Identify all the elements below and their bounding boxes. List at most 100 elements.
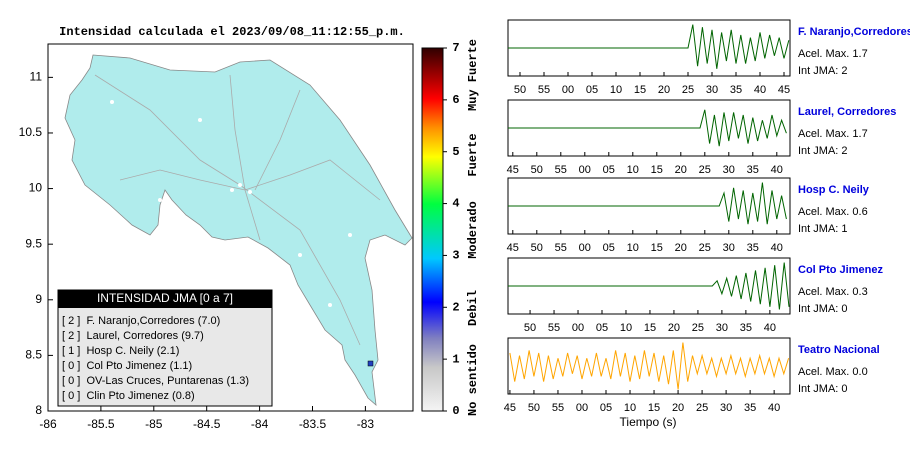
trace-frame <box>507 337 791 395</box>
intensity-class-label: Fuerte <box>466 133 480 176</box>
x-tick-label: 20 <box>672 402 684 414</box>
x-tick-label: 50 <box>524 322 536 334</box>
x-tick-label: 35 <box>747 164 759 176</box>
x-tick-label: 55 <box>555 242 567 254</box>
y-tick-label: 8 <box>35 403 42 417</box>
x-tick-label: 15 <box>651 164 663 176</box>
x-tick-label: 40 <box>771 164 783 176</box>
x-axis-label: Tiempo (s) <box>620 415 677 429</box>
jma-intensity: Int JMA: 2 <box>798 145 848 157</box>
waveform <box>508 109 787 147</box>
colorbar-tick-label: 3 <box>452 249 459 263</box>
legend-title: INTENSIDAD JMA [0 a 7] <box>97 291 233 305</box>
x-tick-label: 25 <box>682 84 694 96</box>
x-tick-label: 45 <box>504 402 516 414</box>
x-tick-label: 35 <box>747 242 759 254</box>
max-acceleration: Acel. Max. 0.3 <box>798 286 868 298</box>
x-tick-label: 35 <box>740 322 752 334</box>
y-tick-label: 9.5 <box>25 236 42 250</box>
x-tick-label: 55 <box>548 322 560 334</box>
x-tick-label: -86 <box>39 417 57 431</box>
x-tick-label: 25 <box>699 164 711 176</box>
legend-entry: [ 2 ] Laurel, Corredores (9.7) <box>62 330 204 342</box>
intensity-class-label: No sentido <box>466 344 480 416</box>
x-tick-label: 05 <box>586 84 598 96</box>
x-tick-label: 00 <box>579 164 591 176</box>
x-tick-label: -85.5 <box>87 417 115 431</box>
intensity-class-label: Moderado <box>466 201 480 259</box>
legend-box <box>57 289 273 407</box>
x-tick-label: 15 <box>648 402 660 414</box>
x-tick-label: 55 <box>552 402 564 414</box>
legend-header <box>58 290 272 308</box>
x-tick-label: 05 <box>600 402 612 414</box>
x-tick-label: 05 <box>596 322 608 334</box>
country-shape <box>64 54 413 406</box>
legend-entry: [ 0 ] Clin Pto Jimenez (0.8) <box>62 390 195 402</box>
legend-entry: [ 2 ] F. Naranjo,Corredores (7.0) <box>62 315 220 327</box>
colorbar-tick-label: 0 <box>452 404 459 418</box>
x-tick-label: 10 <box>610 84 622 96</box>
x-tick-label: 45 <box>507 164 519 176</box>
intensity-class-label: Muy Fuerte <box>466 39 480 111</box>
x-tick-label: 00 <box>579 242 591 254</box>
x-tick-label: 10 <box>627 164 639 176</box>
x-tick-label: 40 <box>764 322 776 334</box>
y-tick-label: 9 <box>35 292 42 306</box>
x-tick-label: 55 <box>555 164 567 176</box>
waveform <box>508 262 790 310</box>
y-tick-label: 10 <box>29 181 43 195</box>
jma-intensity: Int JMA: 0 <box>798 383 848 395</box>
x-tick-label: 20 <box>658 84 670 96</box>
x-tick-label: 55 <box>538 84 550 96</box>
x-tick-label: 20 <box>668 322 680 334</box>
jma-intensity: Int JMA: 0 <box>798 303 848 315</box>
legend-entry: [ 0 ] Col Pto Jimenez (1.1) <box>62 360 192 372</box>
x-tick-label: 45 <box>507 242 519 254</box>
x-tick-label: 30 <box>723 242 735 254</box>
x-tick-label: 10 <box>627 242 639 254</box>
colorbar-tick-label: 6 <box>452 93 459 107</box>
cities <box>110 100 352 307</box>
x-tick-label: 15 <box>634 84 646 96</box>
jma-intensity: Int JMA: 2 <box>798 65 848 77</box>
colorbar-tick-label: 7 <box>452 41 459 55</box>
station-name: Col Pto Jimenez <box>798 264 883 276</box>
x-tick-label: 25 <box>696 402 708 414</box>
waveform <box>509 342 790 390</box>
x-tick-label: 40 <box>754 84 766 96</box>
intensity-class-label: Debil <box>466 290 480 326</box>
x-tick-label: 30 <box>706 84 718 96</box>
jma-intensity: Int JMA: 1 <box>798 223 848 235</box>
x-tick-label: 45 <box>778 84 790 96</box>
max-acceleration: Acel. Max. 0.6 <box>798 206 868 218</box>
y-tick-label: 10.5 <box>19 125 43 139</box>
station-name: F. Naranjo,Corredores <box>798 26 910 38</box>
x-tick-label: 15 <box>644 322 656 334</box>
y-tick-label: 11 <box>30 70 43 84</box>
map-title: Intensidad calculada el 2023/09/08_11:12… <box>59 25 405 39</box>
x-tick-label: 50 <box>528 402 540 414</box>
legend-entry: [ 0 ] OV-Las Cruces, Puntarenas (1.3) <box>62 375 249 387</box>
x-tick-label: 00 <box>562 84 574 96</box>
x-tick-label: -85 <box>145 417 163 431</box>
x-tick-label: 15 <box>651 242 663 254</box>
station-marker <box>367 360 374 367</box>
waveform <box>508 24 790 69</box>
max-acceleration: Acel. Max. 1.7 <box>798 128 868 140</box>
x-tick-label: 00 <box>576 402 588 414</box>
max-acceleration: Acel. Max. 0.0 <box>798 366 868 378</box>
x-tick-label: 50 <box>531 242 543 254</box>
colorbar-tick-label: 4 <box>452 197 459 211</box>
x-tick-label: 05 <box>603 164 615 176</box>
x-tick-label: 00 <box>572 322 584 334</box>
waveform <box>508 182 787 225</box>
x-tick-label: -83 <box>357 417 375 431</box>
map-legend: INTENSIDAD JMA [0 a 7] <box>57 289 273 407</box>
x-tick-label: 20 <box>675 242 687 254</box>
x-tick-label: 30 <box>716 322 728 334</box>
x-tick-label: 05 <box>603 242 615 254</box>
x-tick-label: 50 <box>514 84 526 96</box>
